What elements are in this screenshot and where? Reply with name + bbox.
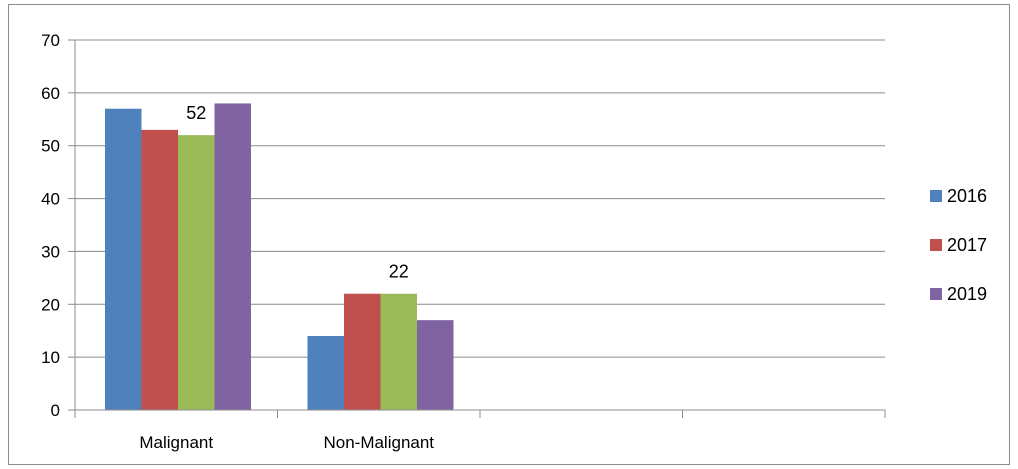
y-tick-label-60: 60 [41, 84, 60, 103]
y-tick-label-50: 50 [41, 137, 60, 156]
bar-c0-s2 [178, 135, 215, 410]
legend-swatch-0 [930, 190, 942, 202]
bar-c0-s1 [141, 129, 178, 410]
legend: 2016 2017 2019 [930, 186, 987, 304]
data-labels: 52 22 [186, 103, 409, 282]
y-tick-label-40: 40 [41, 190, 60, 209]
legend-swatch-1 [930, 239, 942, 251]
bar-c1-s1 [344, 293, 381, 410]
y-tick-label-0: 0 [51, 401, 60, 420]
y-tick-label-10: 10 [41, 348, 60, 367]
y-tick-label-30: 30 [41, 242, 60, 261]
legend-swatch-2 [930, 288, 942, 300]
y-tick-label-20: 20 [41, 295, 60, 314]
data-label-0: 52 [186, 103, 206, 123]
x-tick-label-1: Non-Malignant [323, 433, 434, 452]
x-tick-label-0: Malignant [139, 433, 213, 452]
bar-c1-s0 [307, 336, 344, 410]
legend-label-0: 2016 [947, 186, 987, 206]
legend-label-2: 2019 [947, 284, 987, 304]
bars [105, 103, 454, 410]
y-tick-label-70: 70 [41, 31, 60, 50]
bar-c0-s3 [214, 103, 251, 410]
legend-label-1: 2017 [947, 235, 987, 255]
data-label-1: 22 [389, 262, 409, 282]
bar-c0-s0 [105, 108, 142, 410]
axes: 0 10 20 30 40 50 60 70 Malignant Non-Malignant [41, 31, 886, 452]
bar-c1-s3 [417, 320, 454, 410]
bar-c1-s2 [380, 293, 417, 410]
